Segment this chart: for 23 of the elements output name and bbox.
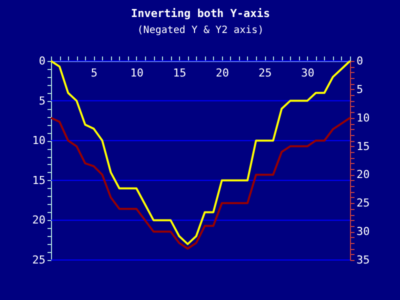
y2-tick-label: 5 xyxy=(356,82,364,96)
y2-tick-label: 10 xyxy=(356,111,370,124)
y-tick-label: 25 xyxy=(32,254,46,266)
y-tick-label: 20 xyxy=(32,214,46,227)
x-tick-label: 10 xyxy=(130,66,144,80)
y2-tick-label: 30 xyxy=(356,225,370,238)
x-tick-label: 20 xyxy=(216,66,229,80)
x-tick-label: 25 xyxy=(258,66,272,80)
y-tick-label: 5 xyxy=(38,94,46,108)
chart-subtitle: (Negated Y & Y2 axis) xyxy=(137,25,264,36)
chart-title: Inverting both Y-axis xyxy=(130,7,270,20)
y2-tick-label: 25 xyxy=(356,196,370,210)
y2-tick-label: 20 xyxy=(356,168,370,182)
x-tick-label: 15 xyxy=(173,66,186,80)
y2-tick-label: 15 xyxy=(356,140,370,153)
x-tick-label: 5 xyxy=(90,66,98,80)
y-tick-label: 15 xyxy=(32,174,46,187)
y-tick-label: 0 xyxy=(38,54,46,68)
y2-tick-label: 35 xyxy=(356,254,370,266)
line-series xyxy=(50,116,351,250)
y2-tick-label: 0 xyxy=(356,54,364,68)
y-tick-label: 10 xyxy=(32,134,46,148)
x-tick-label: 30 xyxy=(301,66,314,80)
